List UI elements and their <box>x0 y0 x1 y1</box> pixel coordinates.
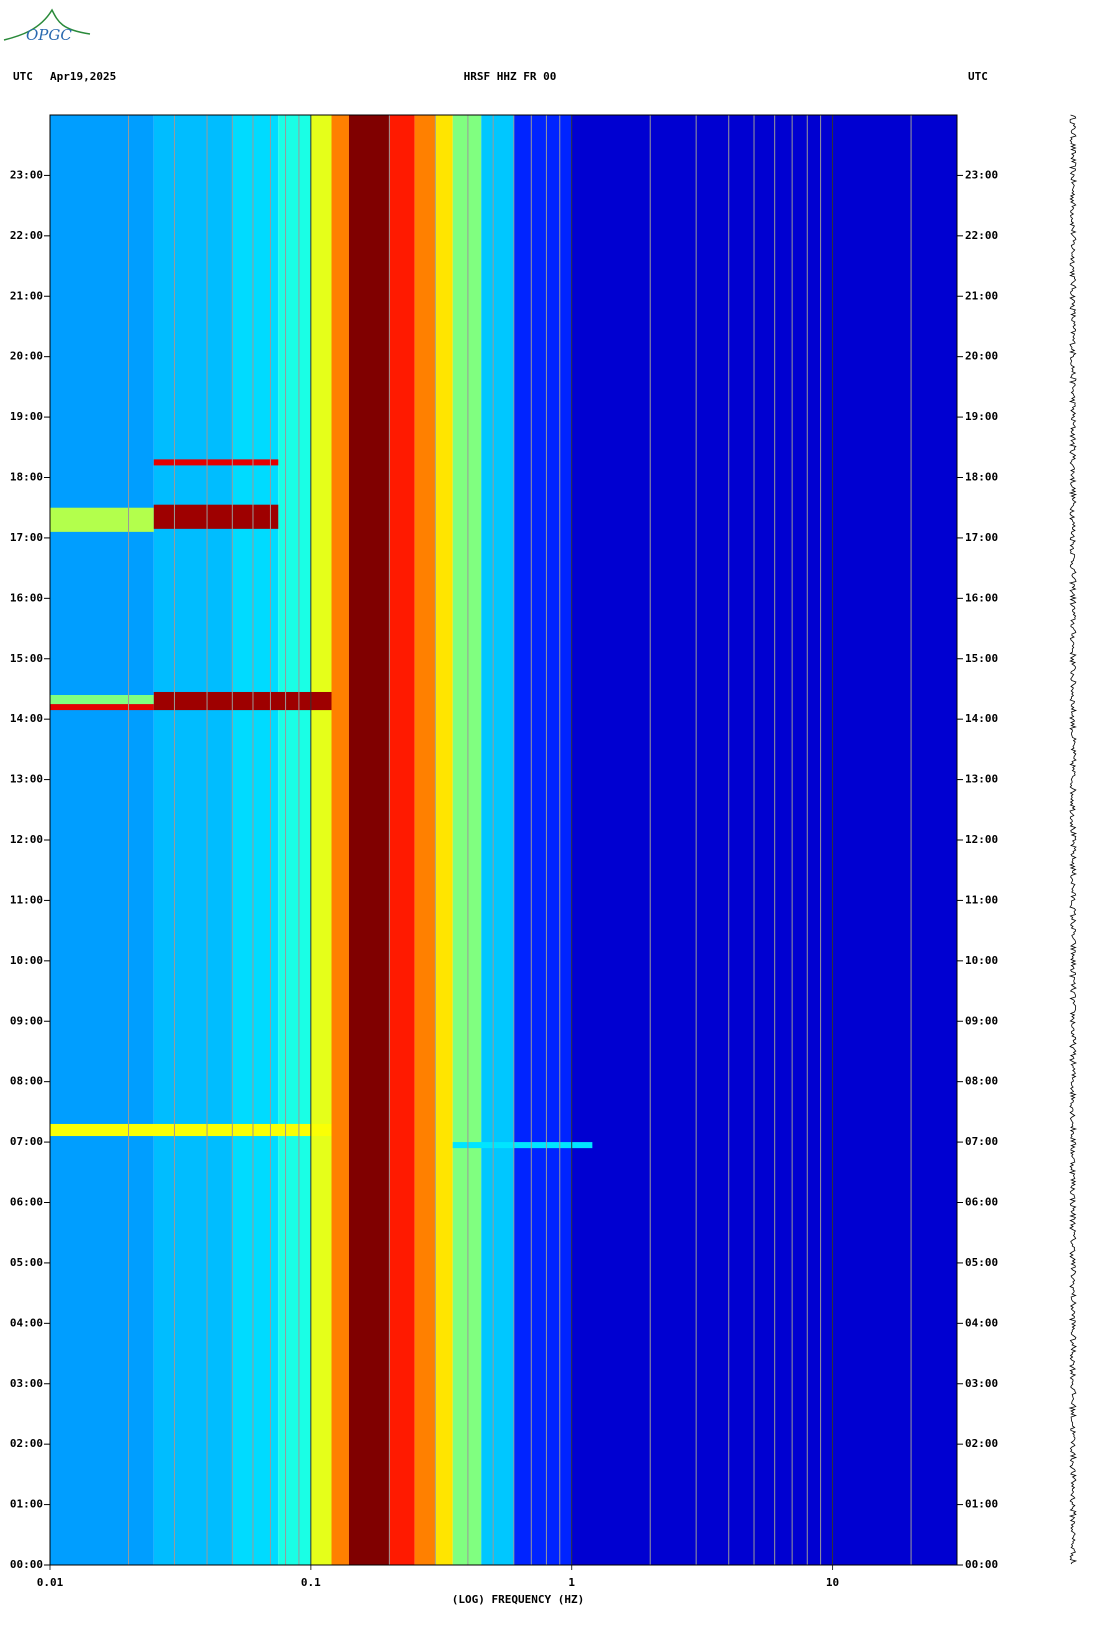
spectral-band <box>414 115 436 1565</box>
y-tick-label-right: 03:00 <box>965 1377 998 1390</box>
y-tick-label-right: 04:00 <box>965 1316 998 1329</box>
y-tick-label: 15:00 <box>10 652 43 665</box>
seismogram-trace <box>1068 114 1078 1565</box>
x-tick-label: 1 <box>568 1576 575 1589</box>
y-tick-label-right: 05:00 <box>965 1256 998 1269</box>
y-tick-label: 13:00 <box>10 773 43 786</box>
y-tick-label: 18:00 <box>10 471 43 484</box>
spectral-band <box>50 115 154 1565</box>
y-tick-label-right: 13:00 <box>965 773 998 786</box>
header-right: UTC <box>968 70 988 83</box>
y-tick-label-right: 21:00 <box>965 289 998 302</box>
y-tick-label: 17:00 <box>10 531 43 544</box>
event-band <box>153 459 279 466</box>
x-tick-label: 0.01 <box>37 1576 64 1589</box>
y-tick-label: 20:00 <box>10 350 43 363</box>
event-band <box>50 695 154 705</box>
y-tick-label: 06:00 <box>10 1196 43 1209</box>
y-tick-label-right: 02:00 <box>965 1437 998 1450</box>
header-date: Apr19,2025 <box>50 70 116 83</box>
spectral-band <box>278 115 311 1565</box>
logo-arc <box>3 8 91 41</box>
y-tick-label: 22:00 <box>10 229 43 242</box>
y-tick-label: 04:00 <box>10 1316 43 1329</box>
spectral-band <box>571 115 957 1565</box>
y-tick-label-right: 23:00 <box>965 168 998 181</box>
spectral-band <box>153 115 233 1565</box>
y-tick-label: 16:00 <box>10 591 43 604</box>
event-band <box>153 504 279 529</box>
y-tick-label-right: 18:00 <box>965 471 998 484</box>
y-tick-label: 23:00 <box>10 168 43 181</box>
y-tick-label: 00:00 <box>10 1558 43 1571</box>
x-tick-label: 10 <box>826 1576 839 1589</box>
y-tick-label: 21:00 <box>10 289 43 302</box>
y-tick-label-right: 19:00 <box>965 410 998 423</box>
spectral-band <box>348 115 390 1565</box>
logo-text: OPGC <box>26 26 72 44</box>
spectral-band <box>452 115 482 1565</box>
spectral-band <box>331 115 349 1565</box>
spectral-band <box>232 115 279 1565</box>
y-tick-label: 19:00 <box>10 410 43 423</box>
chart-title: HRSF HHZ FR 00 <box>464 70 557 83</box>
spectral-band <box>435 115 453 1565</box>
y-tick-label-right: 06:00 <box>965 1196 998 1209</box>
y-tick-label: 12:00 <box>10 833 43 846</box>
y-tick-label: 10:00 <box>10 954 43 967</box>
y-tick-label: 14:00 <box>10 712 43 725</box>
y-tick-label-right: 22:00 <box>965 229 998 242</box>
y-tick-label: 07:00 <box>10 1135 43 1148</box>
logo: OPGC <box>3 8 91 44</box>
y-tick-label: 03:00 <box>10 1377 43 1390</box>
spectral-band <box>513 115 572 1565</box>
event-band <box>153 691 332 711</box>
y-tick-label-right: 16:00 <box>965 591 998 604</box>
x-tick-label: 0.1 <box>301 1576 321 1589</box>
y-tick-label-right: 09:00 <box>965 1014 998 1027</box>
y-tick-label-right: 15:00 <box>965 652 998 665</box>
y-tick-label-right: 08:00 <box>965 1075 998 1088</box>
event-band <box>50 1123 332 1137</box>
event-band <box>50 507 154 532</box>
y-tick-label: 09:00 <box>10 1014 43 1027</box>
y-tick-label-right: 11:00 <box>965 893 998 906</box>
y-tick-label-right: 01:00 <box>965 1498 998 1511</box>
y-tick-label: 01:00 <box>10 1498 43 1511</box>
x-axis-label: (LOG) FREQUENCY (HZ) <box>452 1593 584 1606</box>
y-tick-label-right: 14:00 <box>965 712 998 725</box>
header-left: UTC <box>13 70 33 83</box>
y-tick-label: 02:00 <box>10 1437 43 1450</box>
y-tick-label-right: 00:00 <box>965 1558 998 1571</box>
y-tick-label: 08:00 <box>10 1075 43 1088</box>
y-tick-label-right: 12:00 <box>965 833 998 846</box>
spectral-band <box>481 115 514 1565</box>
spectral-band <box>389 115 415 1565</box>
spectral-band <box>310 115 332 1565</box>
y-tick-label-right: 17:00 <box>965 531 998 544</box>
y-tick-label: 11:00 <box>10 893 43 906</box>
y-tick-label-right: 07:00 <box>965 1135 998 1148</box>
y-tick-label: 05:00 <box>10 1256 43 1269</box>
event-band <box>50 704 154 711</box>
y-tick-label-right: 20:00 <box>965 350 998 363</box>
y-tick-label-right: 10:00 <box>965 954 998 967</box>
event-band <box>452 1142 593 1149</box>
